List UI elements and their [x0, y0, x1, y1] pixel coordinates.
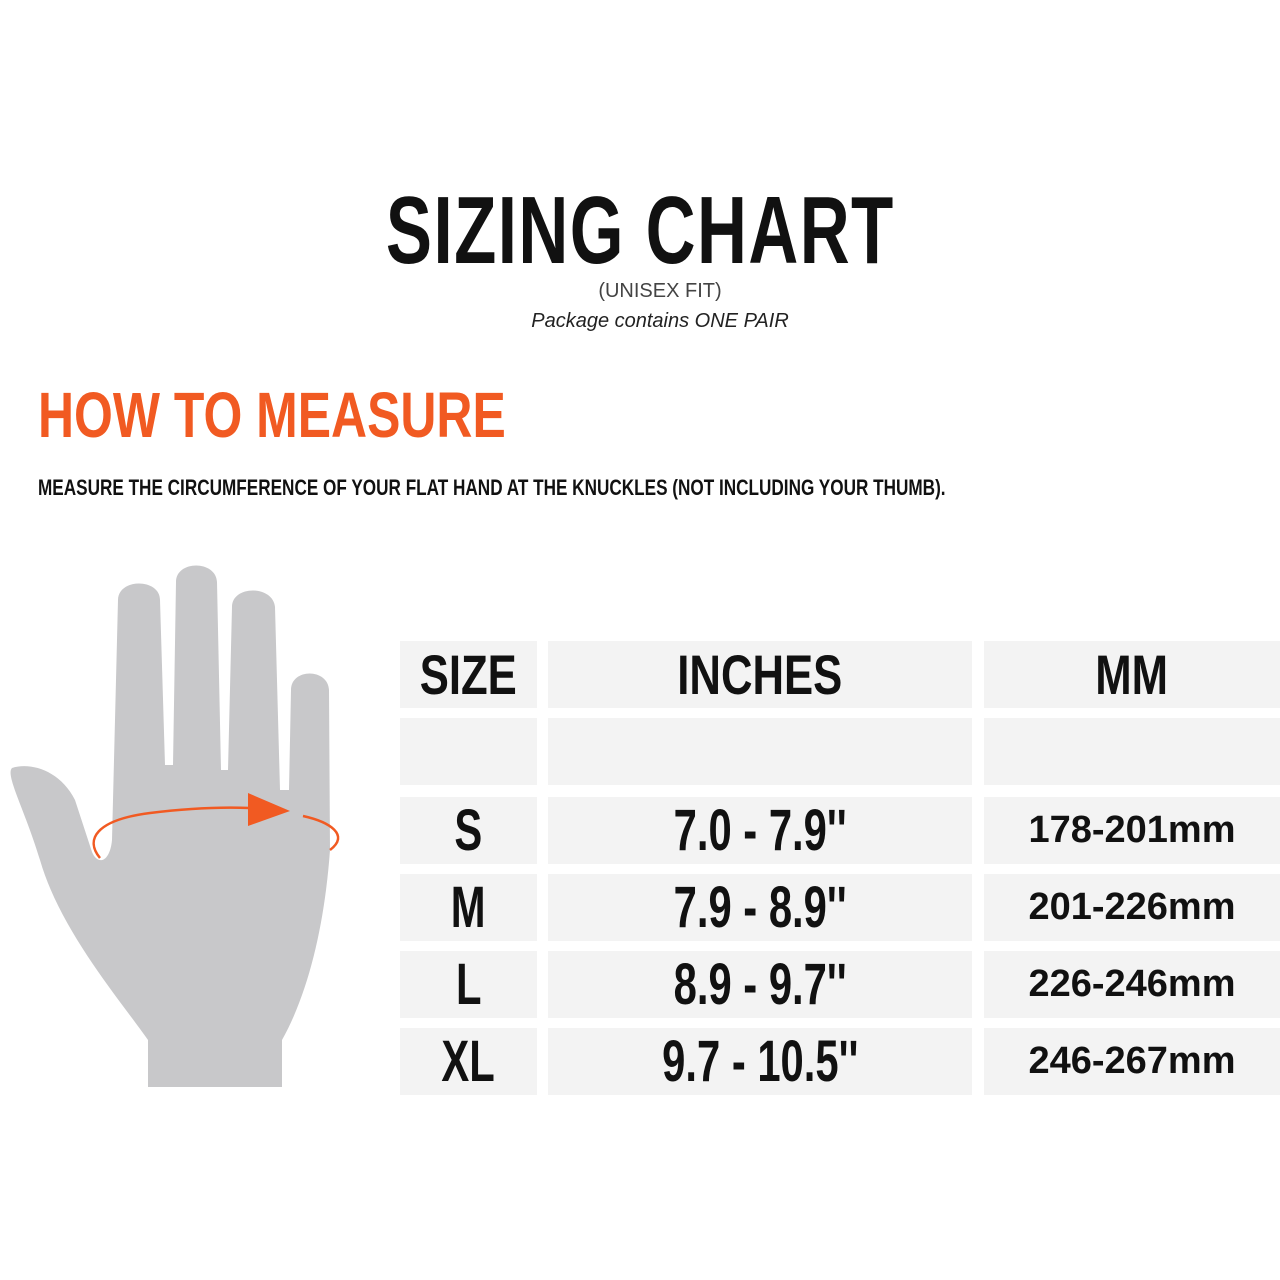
size-cell: S — [400, 797, 537, 864]
hand-measure-icon — [10, 565, 340, 1087]
inches-cell: 7.9 - 8.9'' — [548, 874, 972, 941]
column-header-mm: MM — [984, 641, 1280, 708]
size-cell: L — [400, 951, 537, 1018]
mm-cell: 201-226mm — [984, 874, 1280, 941]
measure-instruction: MEASURE THE CIRCUMFERENCE OF YOUR FLAT H… — [38, 475, 946, 500]
how-to-measure-heading: HOW TO MEASURE — [38, 379, 506, 451]
size-cell: M — [400, 874, 537, 941]
measure-arc-icon — [92, 806, 251, 859]
blank-cell — [400, 718, 537, 785]
mm-cell: 226-246mm — [984, 951, 1280, 1018]
column-header-inches: INCHES — [548, 641, 972, 708]
inches-cell: 9.7 - 10.5'' — [548, 1028, 972, 1095]
subtitle: (UNISEX FIT) — [598, 280, 722, 302]
blank-cell — [984, 718, 1280, 785]
page-title: SIZING CHART — [385, 177, 895, 284]
measure-arc-back — [302, 814, 340, 851]
arrow-head-icon — [248, 793, 290, 826]
inches-cell: 8.9 - 9.7'' — [548, 951, 972, 1018]
inches-cell: 7.0 - 7.9'' — [548, 797, 972, 864]
package-note: Package contains ONE PAIR — [531, 310, 789, 332]
size-cell: XL — [400, 1028, 537, 1095]
blank-cell — [548, 718, 972, 785]
mm-cell: 178-201mm — [984, 797, 1280, 864]
hand-shape — [10, 565, 331, 1087]
mm-cell: 246-267mm — [984, 1028, 1280, 1095]
column-header-size: SIZE — [400, 641, 537, 708]
